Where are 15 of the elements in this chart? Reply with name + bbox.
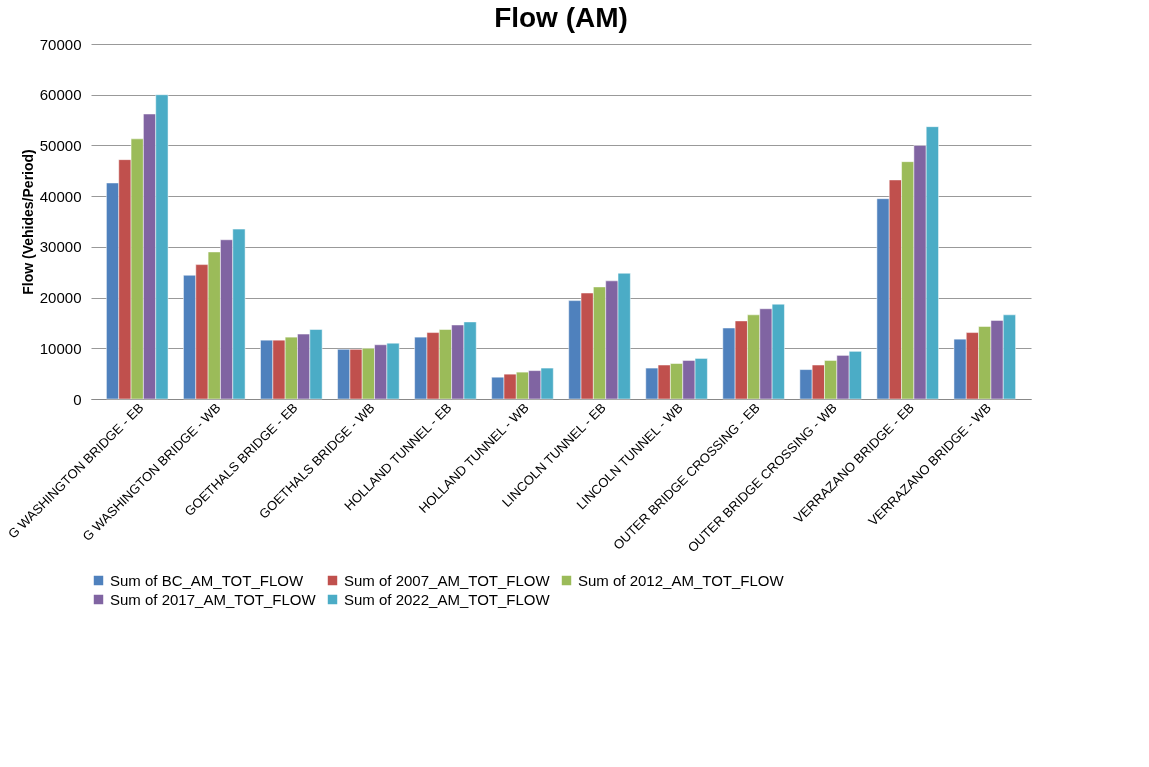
chart-title: Flow (AM) (494, 2, 628, 33)
y-tick-label: 30000 (39, 238, 82, 256)
legend-label: Sum of 2022_AM_TOT_FLOW (344, 590, 551, 608)
y-tick-label: 70000 (39, 35, 82, 53)
y-tick-label: 50000 (39, 136, 82, 154)
y-tick-label: 20000 (39, 289, 82, 307)
y-tick-label: 40000 (39, 187, 82, 205)
y-axis-title: Flow (Vehides/Period) (19, 149, 36, 295)
y-tick-label: 10000 (39, 339, 82, 357)
legend-label: Sum of 2012_AM_TOT_FLOW (578, 571, 785, 589)
legend-label: Sum of 2017_AM_TOT_FLOW (110, 590, 317, 608)
legend-label: Sum of 2007_AM_TOT_FLOW (344, 571, 551, 589)
legend-label: Sum of BC_AM_TOT_FLOW (110, 571, 304, 589)
y-tick-label: 0 (73, 390, 82, 408)
y-tick-label: 60000 (39, 86, 82, 104)
